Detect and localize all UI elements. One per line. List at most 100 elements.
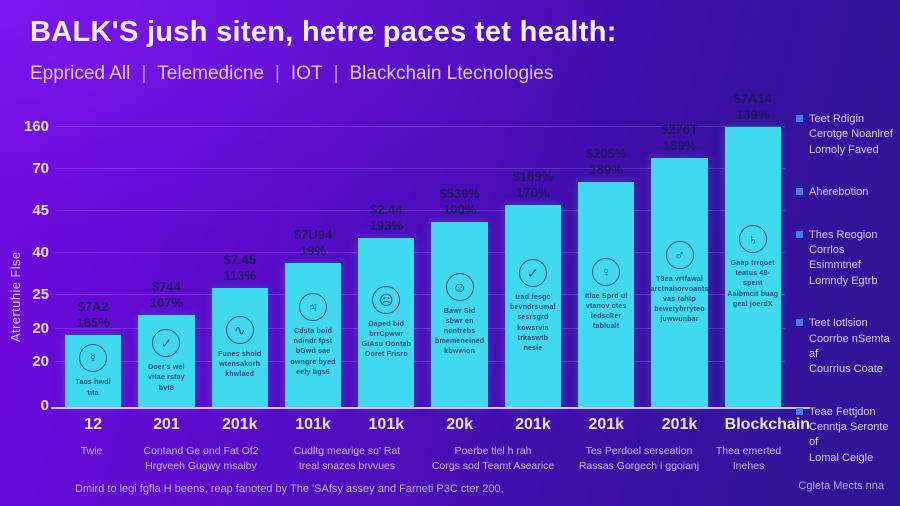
scribble-person-icon: ♀ bbox=[592, 257, 621, 286]
subtitle-separator: | bbox=[274, 63, 280, 84]
icon-glyph: ♄ bbox=[747, 231, 759, 248]
bar-value: $189% bbox=[512, 169, 554, 185]
bar-pct: 165% bbox=[76, 314, 110, 330]
bar-note: Cdsta boid ndindr fpst bGwd sae owngre b… bbox=[290, 328, 336, 376]
icon-glyph: ☹ bbox=[379, 291, 394, 308]
bar-column: $744 107% ✓ Doer's wel vitae rstay bvt8 bbox=[138, 279, 195, 408]
x-tick-label: 20k bbox=[446, 416, 473, 433]
bar-value-label: $7U94 19% bbox=[294, 227, 332, 258]
x-axis-baseline bbox=[51, 407, 811, 409]
x-tick-label: 101k bbox=[368, 416, 405, 433]
group-note: Cudltg mearige so' Rat treal snazes brvv… bbox=[293, 445, 401, 473]
bar-note: Bawr Sid sbwr en nontrebs bmemeneined kb… bbox=[434, 307, 485, 356]
y-tick-label: 70 bbox=[32, 160, 49, 177]
bar-note: trad fesgc bevndrsumal sesrsgrd kowsrvia… bbox=[510, 294, 556, 352]
bar-column: $7U94 19% ♃ Cdsta boid ndindr fpst bGwd … bbox=[284, 227, 342, 408]
legend-item: Aherebotion bbox=[796, 185, 898, 200]
group-note: Thea emerted Inehes bbox=[715, 445, 782, 473]
bar-value-label: $7A14 139% bbox=[734, 91, 772, 122]
icon-glyph: ♀ bbox=[600, 263, 612, 280]
scribble-person-icon: ♂ bbox=[665, 240, 694, 269]
x-tick-label: 201k bbox=[588, 416, 625, 433]
legend-bullet-icon bbox=[796, 115, 803, 122]
bar-pct: 100% bbox=[443, 201, 477, 217]
gridline bbox=[55, 126, 785, 127]
gridline bbox=[55, 210, 785, 211]
bar-column: $189% 170% ✓ trad fesgc bevndrsumal sesr… bbox=[504, 169, 562, 408]
bar-pct: 189% bbox=[589, 161, 623, 177]
x-tick-label: 201k bbox=[221, 416, 258, 433]
bar-pct: 113% bbox=[223, 267, 257, 283]
bar: ♃ Cdsta boid ndindr fpst bGwd sae owngre… bbox=[284, 263, 342, 408]
bar-column: $7A14 139% ♄ Gaap trrqoet teatus 48-spen… bbox=[724, 91, 781, 408]
x-tick-label: Blockchain bbox=[724, 416, 811, 433]
subtitle-separator: | bbox=[141, 63, 147, 84]
legend-label: Teet Iotlsion Coorrbe nSemta af Courrius… bbox=[809, 317, 890, 376]
legend-bullet-icon bbox=[796, 188, 803, 196]
bar: ☺ Bawr Sid sbwr en nontrebs bmemeneined … bbox=[431, 222, 488, 408]
y-tick-label: 45 bbox=[32, 202, 49, 219]
y-tick-label: 40 bbox=[32, 244, 49, 261]
legend: Teet Rdigin Cerotge Noanlref Lornoly Fav… bbox=[796, 112, 898, 466]
credit-text: Cgleta Mects nna bbox=[798, 480, 884, 492]
x-axis-labels: 12 201 201k 101k 101k 20k 201k 201k 201k… bbox=[55, 416, 811, 434]
bar-note: Taos hwdl tita bbox=[75, 379, 111, 397]
scribble-face-icon: ☹ bbox=[372, 285, 401, 314]
bar-note: T3ea vrtfawal arctnahorvoants vas rahtp … bbox=[650, 275, 709, 324]
bar-pct: 107% bbox=[149, 294, 184, 310]
icon-glyph: ✓ bbox=[160, 335, 173, 352]
group-note: Tes Perdoel serseation Rassas Gorgech i … bbox=[578, 445, 700, 473]
legend-item: Teet Rdigin Cerotge Noanlref Lornoly Fav… bbox=[796, 112, 898, 158]
bar-value: $2.44 bbox=[370, 202, 403, 218]
gridline bbox=[55, 252, 785, 253]
bar: ☿ Taos hwdl tita bbox=[65, 335, 122, 408]
bar-note: Gaap trrqoet teatus 48-spent Aalbmcit bu… bbox=[727, 260, 779, 308]
legend-bullet-icon bbox=[796, 319, 803, 327]
scribble-wave-icon: ∿ bbox=[225, 315, 254, 344]
legend-bullet-icon bbox=[796, 407, 803, 415]
bar-value-label: $744 107% bbox=[150, 279, 183, 310]
subtitle-segment: Eppriced All bbox=[30, 63, 131, 84]
bar-note: Doer's wel vitae rstay bvt8 bbox=[148, 364, 185, 392]
bar-value: $7A2 bbox=[77, 299, 109, 315]
legend-item: Thes Reogion Corrlos Esimmtnef Lomndy Eg… bbox=[796, 228, 898, 290]
footnote: Dmird to legi fgfla H beens, reap fanote… bbox=[75, 483, 504, 495]
circled-check-icon: ✓ bbox=[152, 329, 181, 358]
bar-value-label: $539% 100% bbox=[439, 186, 479, 217]
gridline bbox=[55, 294, 785, 295]
gridline bbox=[55, 328, 785, 329]
bar: ♄ Gaap trrqoet teatus 48-spent Aalbmcit … bbox=[724, 127, 781, 408]
x-tick-label: 201k bbox=[661, 416, 698, 433]
x-tick-label: 201 bbox=[153, 416, 180, 433]
icon-glyph: ♂ bbox=[674, 246, 685, 263]
x-tick-label: 201k bbox=[515, 416, 551, 433]
bar-value: $7U94 bbox=[293, 227, 333, 243]
bar-column: $7.45 113% ∿ Funes shoid wtensakorh khwl… bbox=[211, 252, 268, 408]
legend-label: Teae Fettjdon Cenntja Seronte of Lomal C… bbox=[809, 405, 889, 464]
bar-column: $2.44 193% ☹ Daped bid brrCpwwr GiAsu Oo… bbox=[358, 202, 415, 408]
subtitle-separator: | bbox=[333, 63, 339, 84]
page-title: BALK'S jush siten, hetre paces tet healt… bbox=[30, 16, 617, 48]
scribble-hourglass-icon: ♄ bbox=[738, 225, 767, 254]
group-note: Contand Ge ond Fat Of2 Hrgveeh Gugwy msa… bbox=[143, 445, 259, 473]
icon-glyph: ☿ bbox=[87, 350, 99, 367]
subtitle-segment: Telemedicne bbox=[157, 63, 264, 84]
bar-value: $744 bbox=[151, 279, 181, 295]
legend-label: Thes Reogion Corrlos Esimmtnef Lomndy Eg… bbox=[809, 228, 878, 287]
scribble-swirl-icon: ☿ bbox=[79, 344, 108, 373]
bar-value: $7A14 bbox=[733, 91, 772, 107]
circled-check-icon: ✓ bbox=[518, 259, 547, 288]
bar-note: Itlae Sprd ul vtanov ctes iedsclter tabl… bbox=[584, 292, 628, 331]
bar: ∿ Funes shoid wtensakorh khwlaed bbox=[211, 288, 268, 408]
bar-pct: 170% bbox=[516, 184, 550, 200]
subtitle-segment: IOT bbox=[290, 63, 323, 84]
scribble-face-icon: ☺ bbox=[445, 272, 474, 301]
bar-column: $7A2 165% ☿ Taos hwdl tita bbox=[65, 299, 122, 408]
bar-value: $205% bbox=[585, 146, 627, 162]
legend-label: Aherebotion bbox=[809, 186, 869, 199]
legend-item: Teae Fettjdon Cenntja Seronte of Lomal C… bbox=[796, 405, 898, 467]
icon-glyph: ✓ bbox=[527, 265, 539, 282]
x-tick-label: 12 bbox=[84, 416, 103, 433]
legend-label: Teet Rdigin Cerotge Noanlref Lornoly Fav… bbox=[809, 113, 893, 156]
bar-pct: 189% bbox=[662, 137, 697, 153]
